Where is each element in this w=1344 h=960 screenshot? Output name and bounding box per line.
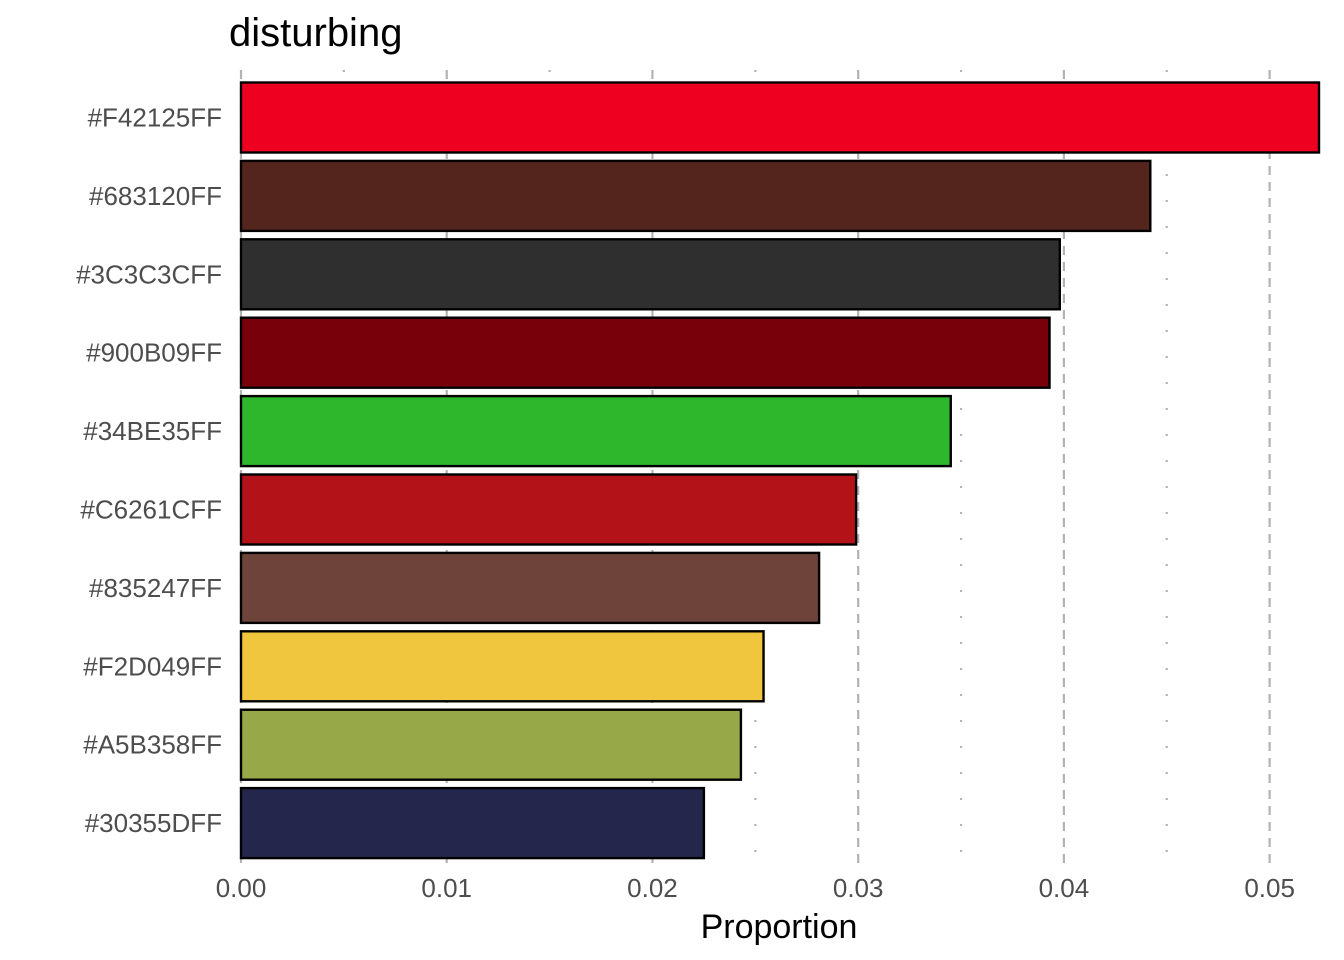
y-tick-label: #F2D049FF [83, 651, 222, 681]
y-tick-label: #A5B358FF [83, 730, 222, 760]
x-tick-labels: 0.00 0.01 0.02 0.03 0.04 0.05 [216, 873, 1295, 903]
y-tick-label: #34BE35FF [83, 416, 222, 446]
y-tick-label: #3C3C3CFF [76, 259, 222, 289]
y-tick-label: #C6261CFF [80, 495, 222, 525]
bars [239, 81, 1321, 860]
bar [239, 316, 1051, 389]
chart-title: disturbing [229, 11, 402, 55]
bar [239, 473, 858, 546]
y-tick-label: #683120FF [89, 181, 222, 211]
bar [239, 551, 821, 625]
y-tick-label: #835247FF [89, 573, 222, 603]
x-tick-label: 0.05 [1244, 873, 1295, 903]
bar [239, 159, 1152, 233]
x-tick-label: 0.02 [627, 873, 678, 903]
bar [239, 630, 765, 703]
bar [239, 394, 952, 468]
x-tick-label: 0.04 [1039, 873, 1090, 903]
y-tick-label: #900B09FF [86, 338, 222, 368]
bar [239, 786, 706, 860]
bar [239, 708, 743, 781]
x-tick-label: 0.01 [421, 873, 472, 903]
y-tick-label: #30355DFF [85, 808, 222, 838]
y-tick-label: #F42125FF [88, 103, 222, 133]
bar [239, 81, 1321, 154]
x-axis-label: Proportion [701, 908, 858, 946]
x-tick-label: 0.03 [833, 873, 884, 903]
bar [239, 238, 1061, 311]
x-tick-label: 0.00 [216, 873, 267, 903]
y-tick-labels: #F42125FF #683120FF #3C3C3CFF #900B09FF #34B… [76, 103, 222, 839]
